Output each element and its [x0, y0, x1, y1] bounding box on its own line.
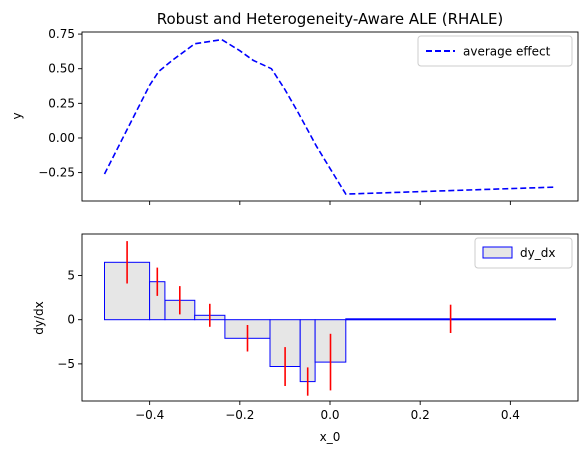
top-y-axis-label: y	[10, 112, 24, 119]
top-y-tick-label-4: 0.75	[48, 27, 75, 41]
top-y-tick-label-0: −0.25	[38, 166, 75, 180]
bottom-plot: −0.4 −0.2 0.0 0.2 0.4 −5 0 5 dy/dx x_0 dy_dx	[32, 233, 579, 444]
bottom-y-axis-label: dy/dx	[32, 301, 46, 334]
chart-title: Robust and Heterogeneity-Aware ALE (RHAL…	[157, 10, 504, 28]
bottom-legend-box	[474, 237, 573, 269]
top-y-tick-label-3: 0.50	[48, 62, 75, 76]
bottom-legend: dy_dx	[474, 237, 573, 269]
bottom-plot-marks	[104, 241, 556, 396]
bottom-x-tick-label-3: 0.2	[411, 408, 430, 422]
legend-bar-swatch	[482, 246, 513, 259]
bottom-y-tick-label-1: 0	[67, 313, 75, 327]
legend-label-average-effect: average effect	[463, 45, 551, 59]
top-y-tick-label-2: 0.25	[48, 96, 75, 110]
bottom-x-tick-label-1: −0.2	[225, 408, 254, 422]
top-axes: −0.25 0.00 0.25 0.50 0.75	[38, 27, 579, 205]
top-plot-marks	[103, 38, 556, 195]
bottom-x-tick-label-0: −0.4	[135, 408, 164, 422]
bottom-x-tick-label-2: 0.0	[320, 408, 339, 422]
top-plot: Robust and Heterogeneity-Aware ALE (RHAL…	[10, 10, 579, 205]
average-effect-line	[103, 38, 556, 195]
top-legend-box	[417, 35, 573, 67]
legend-label-dy-dx: dy_dx	[520, 246, 555, 260]
top-y-tick-label-1: 0.00	[48, 131, 75, 145]
bottom-y-tick-label-2: 5	[67, 269, 75, 283]
bottom-axes: −0.4 −0.2 0.0 0.2 0.4 −5 0 5	[57, 233, 579, 422]
bottom-y-tick-label-0: −5	[57, 357, 75, 371]
bottom-x-tick-label-4: 0.4	[501, 408, 520, 422]
top-legend: average effect	[417, 35, 573, 67]
bottom-x-axis-label: x_0	[320, 430, 341, 444]
